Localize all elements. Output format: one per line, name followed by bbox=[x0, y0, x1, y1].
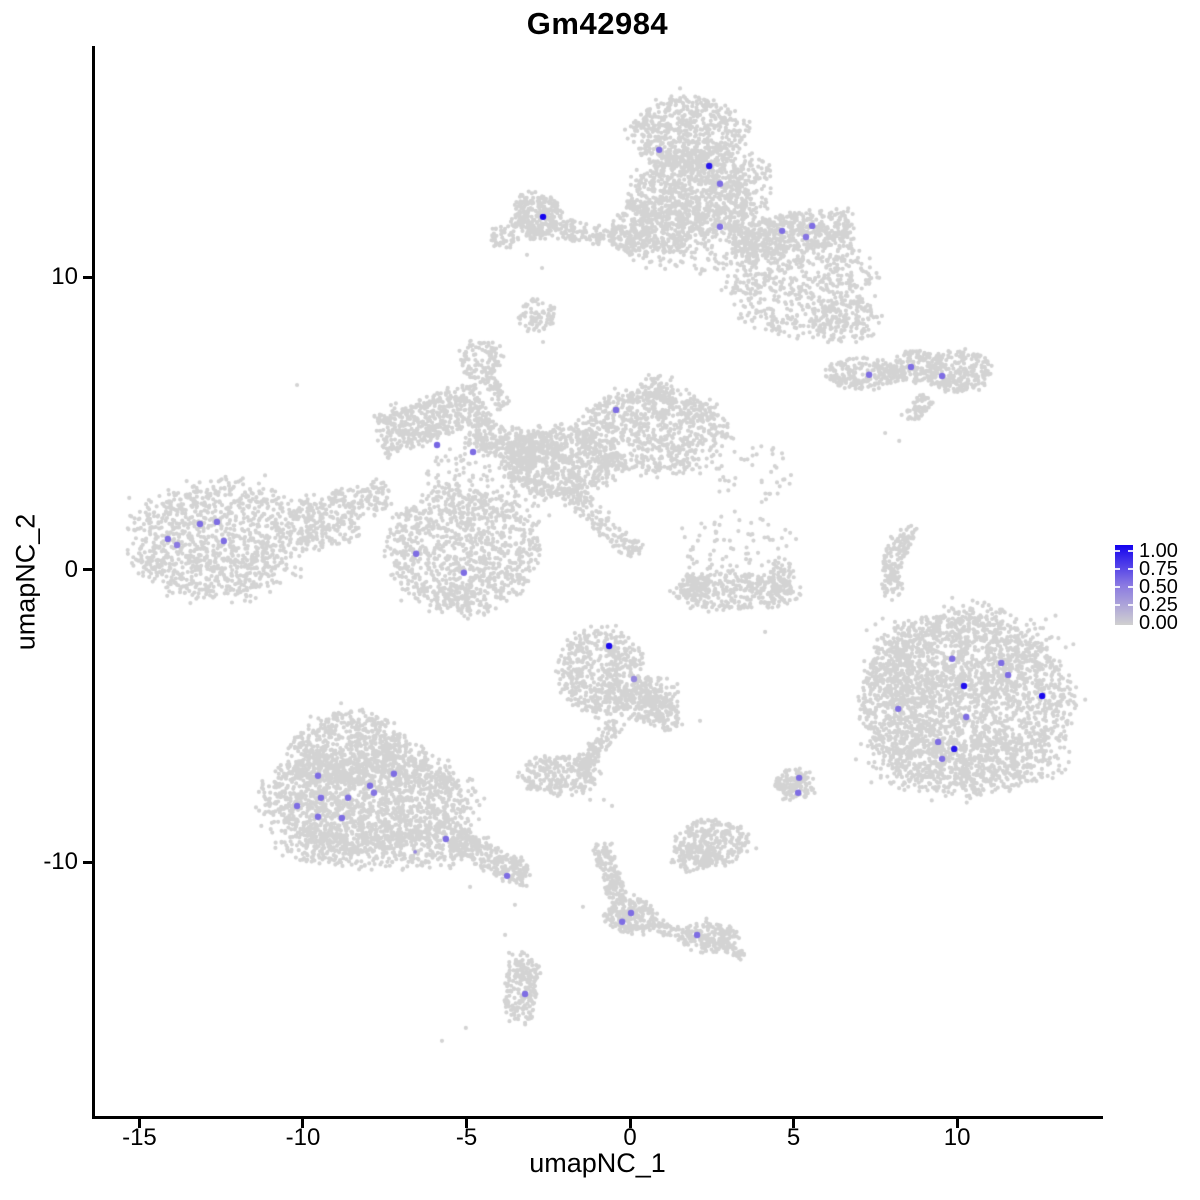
expression-legend: 1.00 0.75 0.50 0.25 0.00 bbox=[1113, 541, 1200, 635]
x-axis-line bbox=[92, 1116, 1103, 1119]
y-tick-label: 0 bbox=[64, 555, 78, 583]
x-tick-label: 10 bbox=[943, 1124, 971, 1151]
legend-tick-label: 0.25 bbox=[1139, 594, 1178, 616]
y-tick-label: 10 bbox=[51, 263, 78, 291]
y-tick-mark bbox=[83, 860, 92, 864]
x-tick-mark bbox=[792, 1119, 796, 1128]
legend-bar-tick bbox=[1128, 568, 1133, 570]
legend-tick-label: 0.00 bbox=[1139, 612, 1178, 634]
legend-bar-tick bbox=[1115, 604, 1120, 606]
x-tick-mark bbox=[955, 1119, 959, 1128]
x-tick-mark bbox=[465, 1119, 468, 1128]
x-tick-label: 0 bbox=[623, 1124, 637, 1151]
y-axis-title: umapNC_2 bbox=[10, 513, 41, 651]
x-axis-title: umapNC_1 bbox=[529, 1148, 666, 1178]
plot-title: Gm42984 bbox=[526, 6, 669, 41]
x-tick-label: -5 bbox=[455, 1124, 478, 1151]
y-tick-mark bbox=[83, 275, 92, 279]
x-tick-mark bbox=[301, 1119, 305, 1128]
legend-bar-tick bbox=[1128, 550, 1133, 552]
legend-tick-label: 0.75 bbox=[1139, 558, 1178, 580]
legend-bar-tick bbox=[1128, 604, 1133, 606]
legend-bar-tick bbox=[1115, 550, 1120, 552]
y-tick-label: -10 bbox=[43, 848, 78, 876]
legend-bar-tick bbox=[1128, 586, 1133, 588]
legend-tick-label: 0.50 bbox=[1139, 576, 1178, 598]
x-tick-mark bbox=[628, 1119, 632, 1128]
x-tick-label: -10 bbox=[285, 1124, 321, 1151]
x-tick-label: -15 bbox=[122, 1124, 157, 1151]
legend-bar-tick bbox=[1115, 586, 1120, 588]
legend-colorbar bbox=[1115, 545, 1133, 625]
legend-tick-label: 1.00 bbox=[1139, 540, 1178, 562]
x-tick-mark bbox=[137, 1119, 141, 1128]
y-axis-line bbox=[92, 46, 95, 1119]
x-tick-label: 5 bbox=[786, 1124, 801, 1151]
legend-bar-tick bbox=[1115, 568, 1120, 570]
y-tick-mark bbox=[83, 568, 92, 572]
